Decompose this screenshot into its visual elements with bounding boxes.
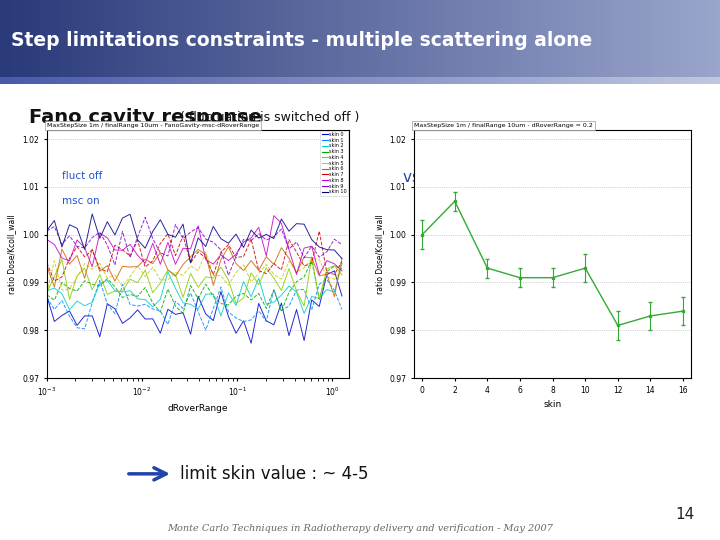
- X-axis label: skin: skin: [544, 400, 562, 409]
- Text: Skin: Skin: [420, 170, 453, 185]
- Text: for dRoverRange=0.2: for dRoverRange=0.2: [454, 170, 624, 185]
- Text: limit skin value : ~ 4-5: limit skin value : ~ 4-5: [180, 465, 369, 483]
- Text: vs: vs: [403, 170, 425, 185]
- Text: MaxStepSize 1m / finalRange 10um - FanoGavity-msc-dRoverRange: MaxStepSize 1m / finalRange 10um - FanoG…: [47, 123, 259, 128]
- Y-axis label: ratio Dose/Kcoll_wall: ratio Dose/Kcoll_wall: [8, 214, 17, 294]
- Text: for: for: [65, 170, 91, 185]
- Text: fluct off: fluct off: [62, 171, 102, 181]
- Text: MaxStepSize 1m / finalRange 10um - dRoverRange = 0.2: MaxStepSize 1m / finalRange 10um - dRove…: [414, 123, 593, 128]
- Text: Fano cavity response: Fano cavity response: [29, 109, 262, 127]
- Y-axis label: ratio Dose/Kcoll_wall: ratio Dose/Kcoll_wall: [375, 214, 384, 294]
- Text: Monte Carlo Techniques in Radiotherapy delivery and verification - May 2007: Monte Carlo Techniques in Radiotherapy d…: [167, 524, 553, 533]
- Legend: skin 0, skin 1, skin 2, skin 3, skin 4, skin 5, skin 6, skin 7, skin 8, skin 9, : skin 0, skin 1, skin 2, skin 3, skin 4, …: [320, 131, 348, 196]
- Text: ( fluctuation is switched off ): ( fluctuation is switched off ): [176, 111, 360, 124]
- Text: = 0 to  10: = 0 to 10: [121, 170, 202, 185]
- Text: Skin: Skin: [88, 170, 120, 185]
- Text: 14: 14: [675, 508, 695, 522]
- Text: msc on: msc on: [62, 196, 99, 206]
- Text: Step limitations constraints - multiple scattering alone: Step limitations constraints - multiple …: [11, 31, 592, 50]
- X-axis label: dRoverRange: dRoverRange: [168, 403, 228, 413]
